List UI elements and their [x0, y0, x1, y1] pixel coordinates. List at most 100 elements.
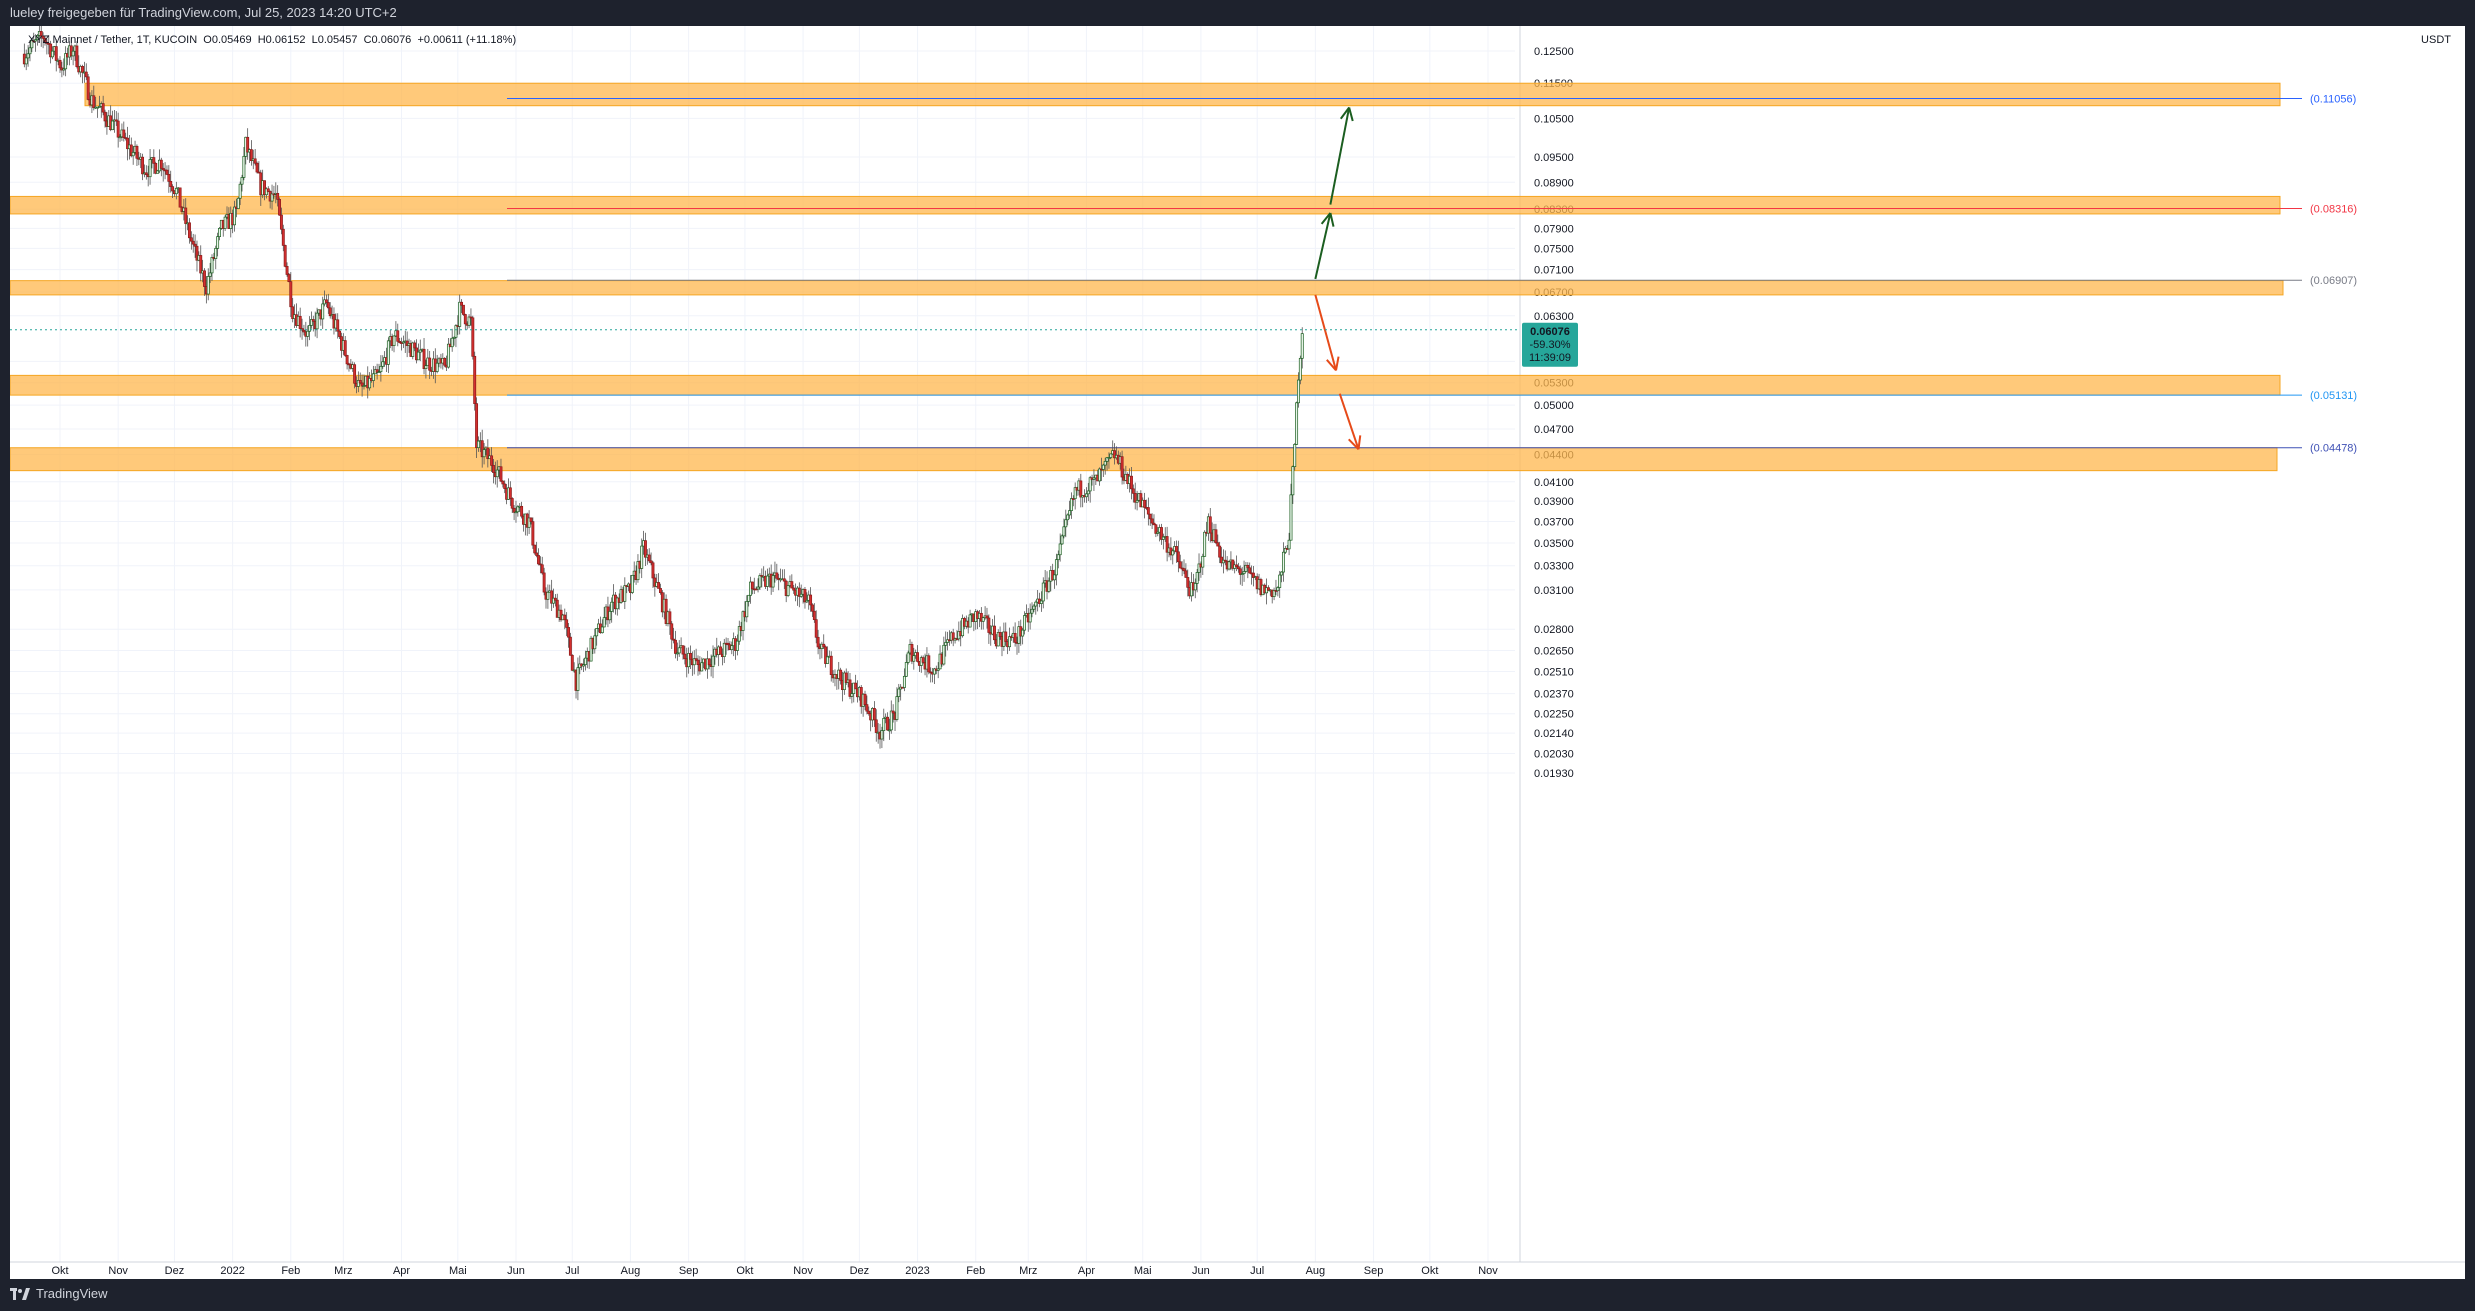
candle-body	[516, 506, 520, 513]
candle-body	[86, 76, 90, 100]
price-tag	[1522, 322, 1578, 367]
candle-body	[371, 373, 375, 381]
x-tick-label: Mrz	[1019, 1265, 1037, 1277]
candle-body	[315, 312, 319, 330]
candle-body	[473, 355, 477, 404]
x-tick-label: Okt	[1421, 1265, 1438, 1277]
legend-change: +0.00611 (+11.18%)	[417, 34, 517, 46]
candle-body	[508, 487, 512, 499]
y-tick-label: 0.05000	[1534, 400, 1574, 412]
candle-body	[829, 655, 833, 675]
candle-body	[589, 637, 593, 662]
candle-body	[565, 619, 569, 628]
candle-body	[154, 163, 158, 174]
currency-label[interactable]: USDT	[2421, 34, 2451, 46]
candle-body	[477, 440, 480, 448]
x-tick-label: Apr	[393, 1265, 410, 1277]
tradingview-icon	[10, 1288, 30, 1300]
candle-body	[64, 53, 68, 70]
candle-body	[1004, 631, 1008, 642]
candle-body	[998, 632, 1002, 637]
x-tick-label: Okt	[736, 1265, 753, 1277]
candle-body	[644, 540, 647, 558]
candle-body	[540, 564, 544, 574]
candle-body	[1182, 568, 1186, 572]
candle-body	[981, 617, 985, 622]
candle-body	[550, 590, 554, 604]
candle-body	[747, 594, 751, 602]
tradingview-logo[interactable]: TradingView	[0, 1279, 108, 1309]
candle-body	[1186, 577, 1190, 588]
candle-body	[512, 507, 516, 513]
arrow-up	[1329, 107, 1351, 205]
candle-body	[1133, 493, 1137, 503]
x-tick-label: Okt	[51, 1265, 68, 1277]
candle-body	[358, 380, 362, 384]
candle-body	[36, 35, 39, 40]
candle-body	[368, 378, 372, 389]
x-tick-label: Mai	[1134, 1265, 1152, 1277]
candle-body	[458, 301, 462, 327]
candle-body	[576, 667, 580, 691]
x-tick-label: Sep	[1364, 1265, 1384, 1277]
candle-body	[126, 137, 130, 150]
chart-area[interactable]: 0.125000.115000.105000.095000.089000.083…	[10, 26, 2465, 1279]
candle-body	[114, 119, 118, 122]
candle-body	[328, 307, 332, 317]
price-tag-text: 11:39:09	[1529, 352, 1571, 364]
candle-body	[362, 385, 366, 387]
candle-body	[1047, 580, 1051, 592]
candle-body	[593, 635, 597, 650]
candle-body	[343, 340, 347, 356]
candle-body	[863, 693, 867, 705]
price-chart[interactable]: 0.125000.115000.105000.095000.089000.083…	[10, 26, 2465, 1279]
candle-body	[210, 257, 214, 274]
candle-body	[993, 625, 996, 641]
candle-body	[103, 111, 107, 122]
candle-body	[1236, 566, 1240, 570]
candle-body	[353, 364, 357, 384]
candle-body	[745, 601, 749, 618]
candle-body	[208, 272, 212, 277]
y-tick-label: 0.02140	[1534, 728, 1574, 740]
candle-body	[1068, 510, 1071, 516]
candle-body	[1066, 514, 1070, 521]
candle-body	[771, 575, 775, 588]
y-tick-label: 0.08900	[1534, 177, 1574, 189]
candle-body	[276, 192, 280, 200]
candle-body	[812, 610, 816, 621]
share-text: lueley freigegeben für TradingView.com, …	[10, 5, 397, 20]
candle-body	[240, 177, 244, 185]
candle-body	[1160, 527, 1163, 540]
candle-body	[850, 693, 854, 697]
candle-body	[867, 710, 871, 715]
candle-body	[1240, 573, 1244, 575]
candle-body	[600, 626, 604, 634]
candle-body	[1058, 543, 1062, 556]
candle-body	[1223, 559, 1227, 562]
candle-body	[503, 483, 507, 489]
x-tick-label: Sep	[679, 1265, 699, 1277]
candle-body	[889, 710, 893, 731]
candle-body	[897, 688, 901, 697]
candle-body	[122, 129, 126, 138]
candle-body	[338, 330, 342, 337]
candle-body	[413, 342, 417, 349]
candle-body	[1171, 550, 1175, 556]
candle-body	[499, 466, 503, 482]
candle-body	[1079, 480, 1083, 498]
candle-body	[1184, 570, 1188, 578]
candle-body	[28, 47, 32, 55]
level-label: (0.04478)	[2310, 443, 2357, 455]
candle-body	[495, 469, 499, 478]
y-tick-label: 0.07500	[1534, 243, 1574, 255]
candle-body	[195, 245, 199, 261]
candle-body	[97, 106, 101, 108]
x-tick-label: Nov	[793, 1265, 813, 1277]
candle-body	[668, 611, 672, 625]
footer-brand: TradingView	[36, 1286, 108, 1301]
candle-body	[482, 449, 486, 458]
candle-body	[651, 562, 655, 579]
candle-body	[758, 575, 762, 588]
arrow-down	[1338, 393, 1360, 450]
